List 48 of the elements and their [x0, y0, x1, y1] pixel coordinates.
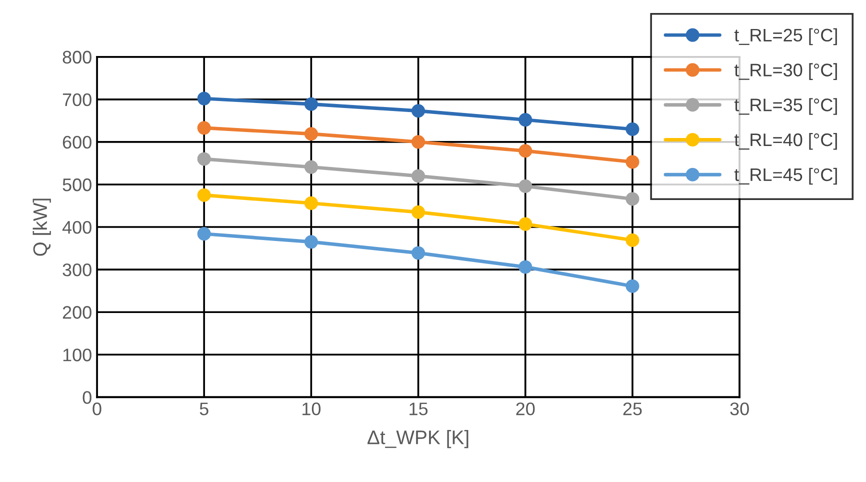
point: [304, 235, 318, 249]
point: [518, 144, 532, 158]
point: [626, 192, 640, 206]
legend-label: t_RL=25 [°C]: [734, 28, 837, 46]
point: [626, 279, 640, 293]
y-tick-label: 600: [62, 136, 92, 149]
point: [626, 155, 640, 169]
point: [304, 196, 318, 210]
point: [412, 104, 426, 118]
point: [304, 97, 318, 111]
y-tick-label: 200: [62, 306, 92, 319]
y-tick-label: 700: [62, 93, 92, 106]
point: [197, 121, 211, 135]
point: [197, 188, 211, 202]
legend-label: t_RL=45 [°C]: [734, 168, 837, 185]
point: [518, 260, 532, 274]
point: [197, 92, 211, 106]
y-tick-label: 300: [62, 263, 92, 276]
x-tick-label: 20: [516, 402, 535, 416]
point: [518, 217, 532, 231]
x-tick-label: 15: [410, 402, 428, 416]
point: [197, 227, 211, 241]
legend-label: t_RL=30 [°C]: [734, 63, 837, 80]
y-tick-label: 400: [62, 220, 92, 234]
x-tick-label: 10: [302, 402, 321, 416]
legend-label: t_RL=40 [°C]: [734, 132, 837, 150]
y-tick-label: 500: [62, 178, 92, 192]
point: [412, 246, 426, 260]
y-tick-label: 100: [63, 348, 92, 362]
point: [518, 113, 532, 127]
point: [412, 205, 426, 219]
point: [626, 122, 640, 136]
x-tick-label: 0: [92, 402, 102, 416]
y-tick-label: 800: [62, 50, 92, 64]
y-axis-title: Q [kW]: [32, 198, 51, 256]
legend-label: t_RL=35 [°C]: [734, 98, 837, 115]
point: [518, 179, 532, 193]
x-tick-label: 30: [730, 402, 749, 416]
x-tick-label: 25: [623, 402, 642, 416]
point: [626, 233, 640, 247]
x-tick-label: 5: [200, 402, 208, 416]
point: [304, 127, 318, 141]
x-axis-title: Δt_WPK [K]: [368, 430, 468, 448]
y-tick-label: 0: [82, 391, 92, 404]
point: [304, 160, 318, 174]
point: [197, 152, 211, 166]
point: [412, 135, 426, 149]
point: [412, 169, 426, 183]
